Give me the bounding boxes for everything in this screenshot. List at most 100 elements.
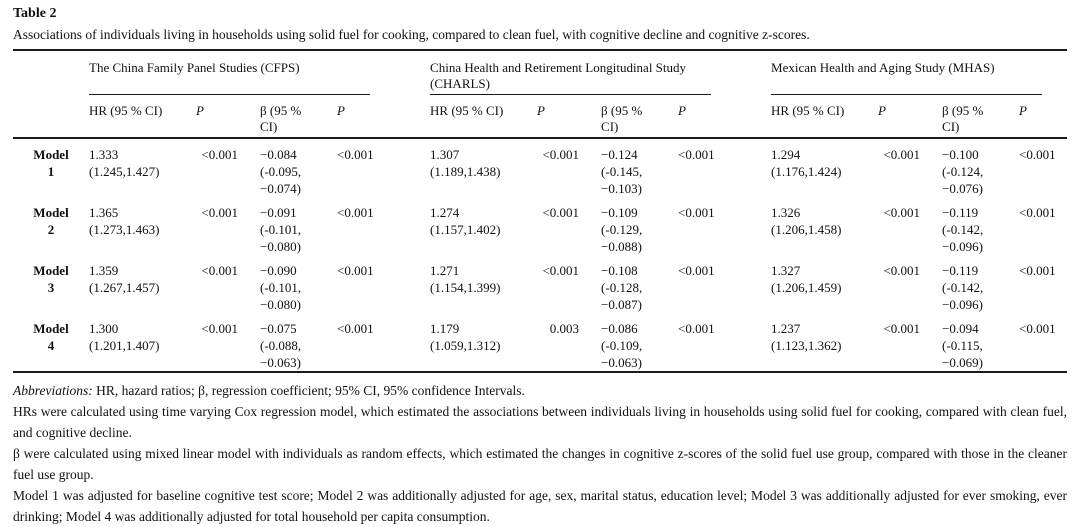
p-value-cell: <0.001 xyxy=(201,205,238,220)
beta-ci-line1: (-0.124, xyxy=(942,164,984,179)
hr-cell: 1.294 (1.176,1.424) xyxy=(771,138,878,197)
beta-ci-line2: −0.096) xyxy=(942,239,983,254)
p-value-cell: <0.001 xyxy=(1019,321,1056,336)
beta-cell: −0.124 (-0.145, −0.103) xyxy=(601,138,678,197)
beta-ci-line2: −0.080) xyxy=(260,239,301,254)
p-value-cell: <0.001 xyxy=(201,321,238,336)
hr-cell: 1.365 (1.273,1.463) xyxy=(89,197,196,255)
col-header-hr: HR (95 % CI) xyxy=(430,95,538,139)
col-header-hr: HR (95 % CI) xyxy=(89,95,196,139)
col-header-p: P xyxy=(678,95,772,139)
hr-value: 1.327 xyxy=(771,263,801,278)
beta-value: −0.090 xyxy=(260,263,297,278)
beta-cell: −0.084 (-0.095, −0.074) xyxy=(260,138,337,197)
model-label-word: Model xyxy=(33,205,69,220)
beta-value: −0.109 xyxy=(601,205,638,220)
table-row-model-4: Model 4 1.300 (1.201,1.407) <0.001 −0.07… xyxy=(13,313,1067,372)
model-label: Model 3 xyxy=(13,255,89,313)
hr-value: 1.307 xyxy=(430,147,460,162)
p-value-cell: <0.001 xyxy=(678,205,715,220)
beta-ci-line2: −0.103) xyxy=(601,181,642,196)
hr-ci: (1.176,1.424) xyxy=(771,164,842,179)
col-header-beta-line1: β (95 % xyxy=(601,103,643,118)
hr-cell: 1.359 (1.267,1.457) xyxy=(89,255,196,313)
p-value-cell: <0.001 xyxy=(1019,263,1056,278)
corner-cell xyxy=(13,50,89,95)
model-label-number: 2 xyxy=(47,222,55,237)
p-value-cell: <0.001 xyxy=(883,147,921,162)
footnote-beta: β were calculated using mixed linear mod… xyxy=(13,446,1067,482)
hr-value: 1.274 xyxy=(430,205,460,220)
beta-ci-line2: −0.063) xyxy=(260,355,301,370)
hr-value: 1.333 xyxy=(89,147,119,162)
p-value-cell: <0.001 xyxy=(1019,205,1056,220)
col-header-beta: β (95 % CI) xyxy=(601,95,679,139)
p-value-cell: <0.001 xyxy=(883,321,921,336)
model-label-word: Model xyxy=(33,147,69,162)
beta-cell: −0.119 (-0.142, −0.096) xyxy=(942,255,1019,313)
hr-ci: (1.201,1.407) xyxy=(89,338,160,353)
beta-ci-line1: (-0.129, xyxy=(601,222,643,237)
hr-value: 1.271 xyxy=(430,263,460,278)
model-label: Model 1 xyxy=(13,138,89,197)
col-header-p: P xyxy=(537,95,602,139)
hr-value: 1.359 xyxy=(89,263,119,278)
hr-cell: 1.326 (1.206,1.458) xyxy=(771,197,878,255)
beta-value: −0.108 xyxy=(601,263,638,278)
beta-ci-line2: −0.076) xyxy=(942,181,983,196)
table-row-model-1: Model 1 1.333 (1.245,1.427) <0.001 −0.08… xyxy=(13,138,1067,197)
footnote-abbreviations: Abbreviations: HR, hazard ratios; β, reg… xyxy=(13,380,1067,401)
p-value-cell: <0.001 xyxy=(678,321,715,336)
p-value-cell: <0.001 xyxy=(337,205,374,220)
hr-cell: 1.333 (1.245,1.427) xyxy=(89,138,196,197)
beta-cell: −0.109 (-0.129, −0.088) xyxy=(601,197,678,255)
p-value-cell: <0.001 xyxy=(678,147,715,162)
hr-value: 1.294 xyxy=(771,147,801,162)
p-value-cell: <0.001 xyxy=(337,147,374,162)
hr-cell: 1.274 (1.157,1.402) xyxy=(430,197,537,255)
model-label-word: Model xyxy=(33,263,69,278)
hr-ci: (1.059,1.312) xyxy=(430,338,501,353)
col-header-p: P xyxy=(196,95,260,139)
hr-value: 1.300 xyxy=(89,321,119,336)
p-value-cell: <0.001 xyxy=(883,263,921,278)
beta-ci-line2: −0.088) xyxy=(601,239,642,254)
beta-cell: −0.100 (-0.124, −0.076) xyxy=(942,138,1019,197)
group-header-mhas: Mexican Health and Aging Study (MHAS) xyxy=(771,50,1067,95)
abbreviations-label: Abbreviations: xyxy=(13,383,93,398)
hr-ci: (1.245,1.427) xyxy=(89,164,160,179)
beta-ci-line2: −0.063) xyxy=(601,355,642,370)
p-value-cell: <0.001 xyxy=(201,147,238,162)
beta-cell: −0.094 (-0.115, −0.069) xyxy=(942,313,1019,372)
beta-value: −0.086 xyxy=(601,321,638,336)
beta-cell: −0.086 (-0.109, −0.063) xyxy=(601,313,678,372)
p-value-cell: 0.003 xyxy=(549,321,580,336)
beta-ci-line2: −0.096) xyxy=(942,297,983,312)
beta-ci-line1: (-0.101, xyxy=(260,222,302,237)
beta-ci-line1: (-0.142, xyxy=(942,280,984,295)
beta-ci-line1: (-0.101, xyxy=(260,280,302,295)
beta-ci-line1: (-0.145, xyxy=(601,164,643,179)
hr-value: 1.365 xyxy=(89,205,119,220)
hr-cell: 1.237 (1.123,1.362) xyxy=(771,313,878,372)
col-header-beta-line1: β (95 % xyxy=(260,103,302,118)
hr-ci: (1.206,1.459) xyxy=(771,280,842,295)
group-label: China Health and Retirement Longitudinal… xyxy=(430,51,712,95)
group-header-row: The China Family Panel Studies (CFPS) Ch… xyxy=(13,50,1067,95)
model-label-number: 1 xyxy=(47,164,55,179)
beta-ci-line1: (-0.142, xyxy=(942,222,984,237)
p-value-cell: <0.001 xyxy=(542,147,580,162)
p-value-cell: <0.001 xyxy=(678,263,715,278)
beta-value: −0.075 xyxy=(260,321,297,336)
col-header-beta: β (95 % CI) xyxy=(942,95,1020,139)
col-header-beta-line2: CI) xyxy=(260,119,278,134)
corner-cell xyxy=(13,95,89,139)
hr-ci: (1.157,1.402) xyxy=(430,222,501,237)
table-caption: Associations of individuals living in ho… xyxy=(13,27,810,42)
group-header-charls: China Health and Retirement Longitudinal… xyxy=(430,50,771,95)
hr-ci: (1.154,1.399) xyxy=(430,280,501,295)
table-row-model-3: Model 3 1.359 (1.267,1.457) <0.001 −0.09… xyxy=(13,255,1067,313)
col-header-p: P xyxy=(878,95,943,139)
model-label: Model 2 xyxy=(13,197,89,255)
